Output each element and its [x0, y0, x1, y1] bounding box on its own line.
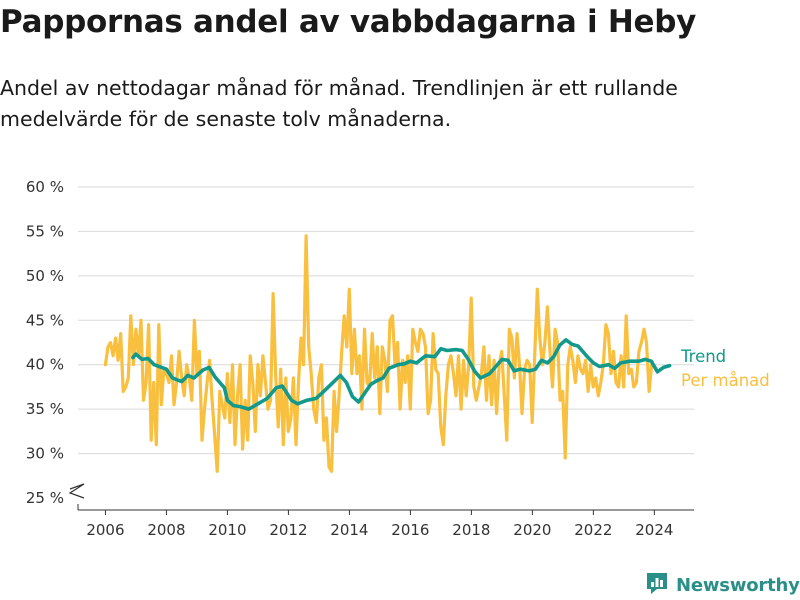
chart-title: Pappornas andel av vabbdagarna i Heby [0, 4, 697, 40]
y-tick-label: 50 % [26, 267, 64, 285]
y-tick-label: 25 % [26, 489, 64, 507]
chart-subtitle: Andel av nettodagar månad för månad. Tre… [0, 76, 678, 131]
brand-name: Newsworthy [676, 574, 800, 596]
y-axis-ticks: 25 % 30 % 35 % 40 % 45 % 50 % 55 % 60 % [26, 178, 85, 507]
y-tick-label: 40 % [26, 356, 64, 374]
x-tick-label: 2014 [330, 521, 368, 539]
x-tick-label: 2016 [391, 521, 429, 539]
x-tick-label: 2006 [86, 521, 124, 539]
legend-trend-label: Trend [680, 347, 726, 366]
y-tick-label: 45 % [26, 311, 64, 329]
legend-monthly-label: Per månad [681, 371, 770, 390]
monthly-series-line [103, 234, 654, 473]
brand: Newsworthy [644, 570, 800, 600]
axis-break-icon [68, 483, 85, 499]
trend-series-line [131, 338, 672, 411]
x-tick-label: 2010 [208, 521, 246, 539]
y-tick-label: 55 % [26, 222, 64, 240]
chart-series [103, 234, 672, 473]
x-tick-label: 2020 [513, 521, 551, 539]
y-tick-label: 35 % [26, 400, 64, 418]
x-tick-label: 2008 [147, 521, 185, 539]
x-tick-label: 2018 [452, 521, 490, 539]
newsworthy-logo-icon [644, 570, 670, 600]
y-tick-label: 60 % [26, 178, 64, 196]
y-tick-label: 30 % [26, 445, 64, 463]
x-tick-label: 2024 [635, 521, 673, 539]
x-tick-label: 2022 [574, 521, 612, 539]
legend: Trend Per månad [680, 347, 770, 390]
gridlines [78, 186, 694, 455]
x-tick-label: 2012 [269, 521, 307, 539]
x-axis: 2006 2008 2010 2012 2014 2016 2018 2020 2022 2024 [77, 504, 694, 539]
